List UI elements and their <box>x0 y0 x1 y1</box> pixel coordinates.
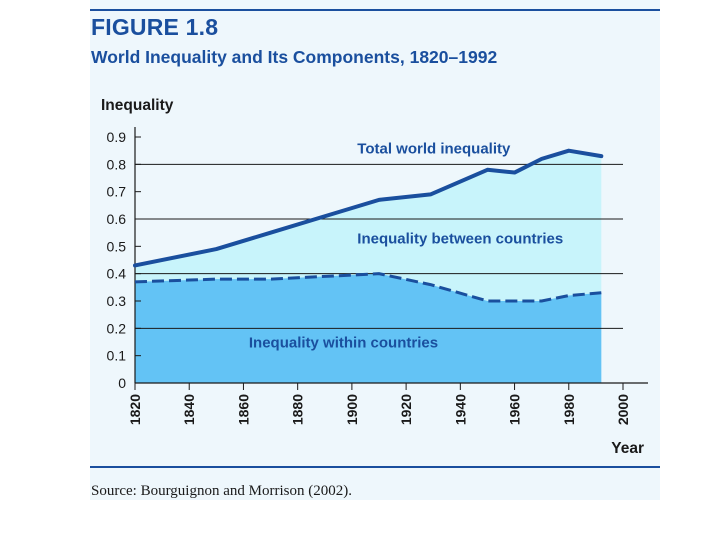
annotation-label: Inequality within countries <box>249 334 438 351</box>
x-tick-label: 1960 <box>507 394 523 425</box>
x-tick-label: 1920 <box>398 394 414 425</box>
x-axis-title: Year <box>611 440 644 457</box>
y-tick-label: 0.2 <box>107 320 127 336</box>
series-line-within <box>134 272 602 303</box>
x-tick-label: 1880 <box>290 394 306 425</box>
y-tick-label: 0.4 <box>107 266 127 282</box>
y-tick-label: 0.7 <box>107 184 127 200</box>
series-line-total <box>133 148 604 268</box>
chart-labels: 0 0.1 0.2 0.3 0.4 0.5 0.6 0.7 0.8 0.9 1820 1840 1860… <box>101 97 644 457</box>
x-tick-label: 1860 <box>235 394 251 425</box>
figure-title: World Inequality and Its Components, 182… <box>91 47 498 67</box>
chart-series-lines <box>133 148 604 303</box>
x-tick-label: 1940 <box>452 394 468 425</box>
top-rule <box>90 9 660 11</box>
x-tick-label: 1980 <box>561 394 577 425</box>
x-tick-label: 1840 <box>181 394 197 425</box>
annotation-label: Total world inequality <box>357 140 511 157</box>
x-tick-label: 1820 <box>127 394 143 425</box>
y-tick-label: 0.1 <box>107 348 127 364</box>
x-tick-label: 1900 <box>344 394 360 425</box>
y-tick-label: 0.8 <box>107 156 127 172</box>
figure-label: FIGURE 1.8 <box>91 14 219 40</box>
y-tick-label: 0.3 <box>107 293 127 309</box>
source-note: Source: Bourguignon and Morrison (2002). <box>91 483 352 499</box>
annotation-label: Inequality between countries <box>357 231 563 248</box>
y-tick-label: 0.6 <box>107 211 127 227</box>
bottom-rule <box>90 466 660 468</box>
x-tick-label: 2000 <box>615 394 631 425</box>
y-axis-title: Inequality <box>101 97 174 114</box>
chart-axes <box>134 127 648 390</box>
y-tick-label: 0.9 <box>107 129 127 145</box>
y-tick-label: 0 <box>118 375 126 391</box>
y-tick-label: 0.5 <box>107 238 127 254</box>
